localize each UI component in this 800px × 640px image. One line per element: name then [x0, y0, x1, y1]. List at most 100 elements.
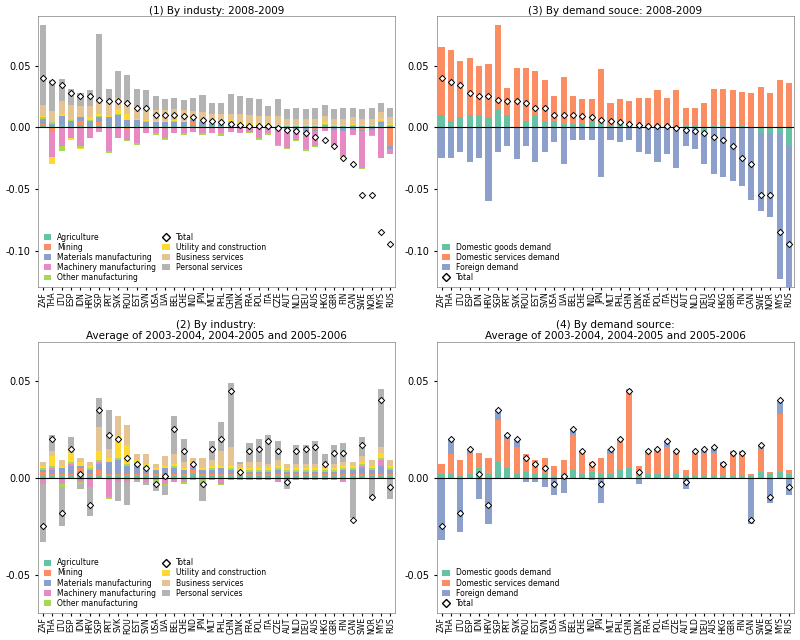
Bar	[340, 468, 346, 470]
Bar	[777, 133, 782, 279]
Bar	[106, 127, 112, 129]
Bar	[674, 451, 679, 454]
Bar	[209, 121, 215, 122]
Bar	[359, 474, 366, 476]
Bar	[466, 127, 473, 162]
Bar	[143, 466, 150, 468]
Bar	[256, 439, 262, 462]
Bar	[106, 117, 112, 126]
Bar	[181, 474, 187, 476]
Bar	[359, 118, 366, 125]
Bar	[134, 474, 140, 476]
Bar	[369, 129, 374, 130]
Bar	[294, 118, 299, 125]
Bar	[284, 470, 290, 472]
Bar	[710, 452, 717, 476]
Bar	[302, 127, 309, 129]
Bar	[589, 127, 595, 140]
Bar	[162, 121, 168, 122]
Bar	[561, 127, 566, 164]
Bar	[237, 470, 243, 472]
Point	[281, 125, 294, 135]
Bar	[199, 476, 206, 477]
Bar	[246, 443, 253, 462]
Bar	[331, 126, 337, 127]
Bar	[68, 474, 74, 476]
Point	[196, 478, 209, 488]
Bar	[476, 452, 482, 468]
Bar	[199, 458, 206, 468]
Bar	[302, 118, 309, 125]
Bar	[96, 428, 102, 451]
Point	[384, 483, 397, 493]
Bar	[68, 476, 74, 477]
Bar	[322, 124, 328, 125]
Bar	[106, 477, 112, 497]
Point	[93, 95, 106, 105]
Bar	[350, 466, 356, 468]
Bar	[514, 68, 520, 127]
Bar	[266, 106, 271, 116]
Bar	[466, 474, 473, 477]
Bar	[209, 102, 215, 114]
Bar	[228, 94, 234, 114]
Bar	[720, 464, 726, 476]
Bar	[378, 474, 384, 476]
Bar	[134, 126, 140, 127]
Bar	[218, 483, 224, 486]
Bar	[284, 125, 290, 126]
Point	[121, 97, 134, 108]
Bar	[350, 476, 356, 477]
Point	[670, 445, 682, 456]
Bar	[181, 133, 187, 134]
Bar	[266, 472, 271, 474]
Bar	[143, 474, 150, 476]
Bar	[171, 454, 178, 464]
Bar	[561, 477, 566, 493]
Bar	[153, 110, 158, 121]
Bar	[40, 105, 46, 116]
Bar	[58, 114, 65, 116]
Bar	[78, 93, 83, 106]
Point	[445, 434, 458, 444]
Bar	[664, 447, 670, 476]
Bar	[504, 435, 510, 439]
Bar	[143, 122, 150, 126]
Bar	[359, 127, 366, 130]
Point	[473, 468, 486, 479]
Bar	[777, 81, 782, 127]
Point	[454, 508, 466, 518]
Bar	[68, 138, 74, 140]
Bar	[302, 109, 309, 118]
Point	[46, 434, 58, 444]
Bar	[153, 474, 158, 476]
Bar	[504, 127, 510, 146]
Bar	[78, 477, 83, 481]
Bar	[256, 129, 262, 138]
Bar	[748, 127, 754, 129]
Bar	[124, 130, 130, 140]
Bar	[50, 466, 55, 468]
Bar	[598, 477, 604, 503]
Bar	[720, 89, 726, 126]
Point	[337, 447, 350, 458]
Bar	[350, 108, 356, 117]
Bar	[134, 479, 140, 481]
Bar	[106, 458, 112, 462]
Bar	[312, 441, 318, 464]
Bar	[246, 477, 253, 479]
Bar	[369, 126, 374, 127]
Bar	[350, 468, 356, 470]
Bar	[96, 127, 102, 132]
Bar	[598, 124, 604, 127]
Point	[178, 445, 190, 456]
Bar	[266, 133, 271, 134]
Bar	[162, 468, 168, 474]
Bar	[246, 98, 253, 115]
Bar	[448, 454, 454, 474]
Bar	[350, 474, 356, 476]
Bar	[162, 110, 168, 121]
Bar	[68, 126, 74, 127]
Bar	[387, 124, 394, 125]
Bar	[68, 129, 74, 138]
